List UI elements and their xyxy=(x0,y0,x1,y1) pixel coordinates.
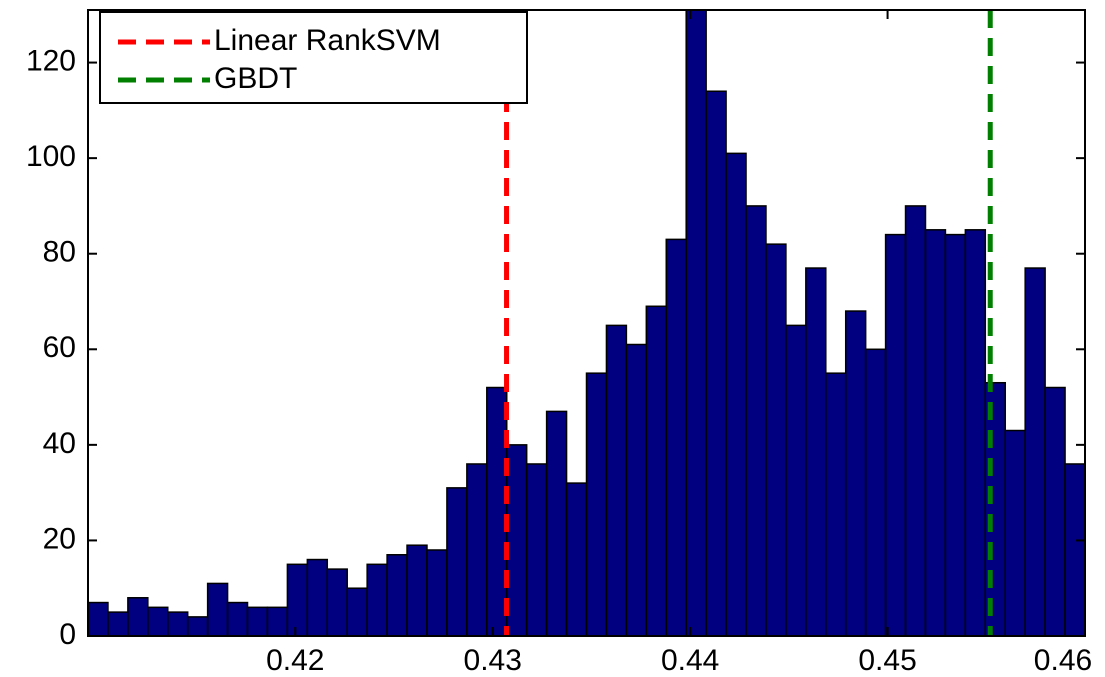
bar xyxy=(1064,463,1086,637)
bar xyxy=(266,606,289,637)
bar xyxy=(904,205,927,637)
bar xyxy=(765,243,787,637)
bar xyxy=(107,611,129,637)
bar xyxy=(286,563,309,637)
bar xyxy=(825,372,847,637)
bar xyxy=(844,310,867,637)
y-tick-label: 100 xyxy=(26,140,76,173)
bar xyxy=(964,229,987,637)
legend-box xyxy=(99,11,528,104)
bar xyxy=(306,558,329,637)
bar xyxy=(864,348,887,637)
bar xyxy=(525,463,548,637)
x-tick-label: 0.42 xyxy=(266,644,324,677)
bar xyxy=(486,386,508,637)
x-tick-label: 0.44 xyxy=(661,644,719,677)
bar xyxy=(206,582,229,637)
bar xyxy=(346,587,368,637)
bar xyxy=(446,487,468,637)
bar xyxy=(326,568,348,637)
legend-label: Linear RankSVM xyxy=(214,24,441,57)
bar xyxy=(944,233,967,637)
bar xyxy=(186,616,209,637)
bar xyxy=(466,463,488,637)
bar xyxy=(705,90,727,637)
bar xyxy=(226,601,249,637)
bar xyxy=(366,563,388,637)
bar xyxy=(505,444,528,637)
bar xyxy=(924,229,947,637)
plot-frame xyxy=(87,9,1086,637)
bar xyxy=(386,554,408,637)
y-tick-label: 40 xyxy=(43,427,76,460)
bar xyxy=(585,372,608,637)
y-tick-label: 0 xyxy=(59,618,76,651)
bar xyxy=(805,267,827,637)
y-tick-label: 20 xyxy=(43,522,76,555)
y-tick-label: 60 xyxy=(43,331,76,364)
y-tick-label: 80 xyxy=(43,236,76,269)
legend-label: GBDT xyxy=(214,62,297,95)
x-tick-label: 0.43 xyxy=(464,644,522,677)
bar xyxy=(745,205,767,637)
bar xyxy=(545,410,568,637)
bar xyxy=(1024,267,1046,637)
y-tick-label: 120 xyxy=(26,44,76,77)
bar xyxy=(645,305,668,637)
bar xyxy=(625,343,648,637)
bar xyxy=(147,606,169,637)
bar xyxy=(725,152,747,637)
x-tick-label: 0.45 xyxy=(858,644,916,677)
bar xyxy=(167,611,189,637)
bar xyxy=(87,601,109,637)
bar xyxy=(1004,429,1026,637)
bar xyxy=(426,549,448,637)
x-tick-label: 0.46 xyxy=(1034,644,1092,677)
bar xyxy=(665,238,687,637)
bar xyxy=(1044,386,1066,637)
bar xyxy=(406,544,428,637)
bar xyxy=(685,9,707,637)
bar xyxy=(127,597,149,637)
bar xyxy=(785,324,807,637)
bar xyxy=(246,606,269,637)
bar xyxy=(565,482,588,637)
bar xyxy=(605,324,628,637)
bar xyxy=(884,233,907,637)
